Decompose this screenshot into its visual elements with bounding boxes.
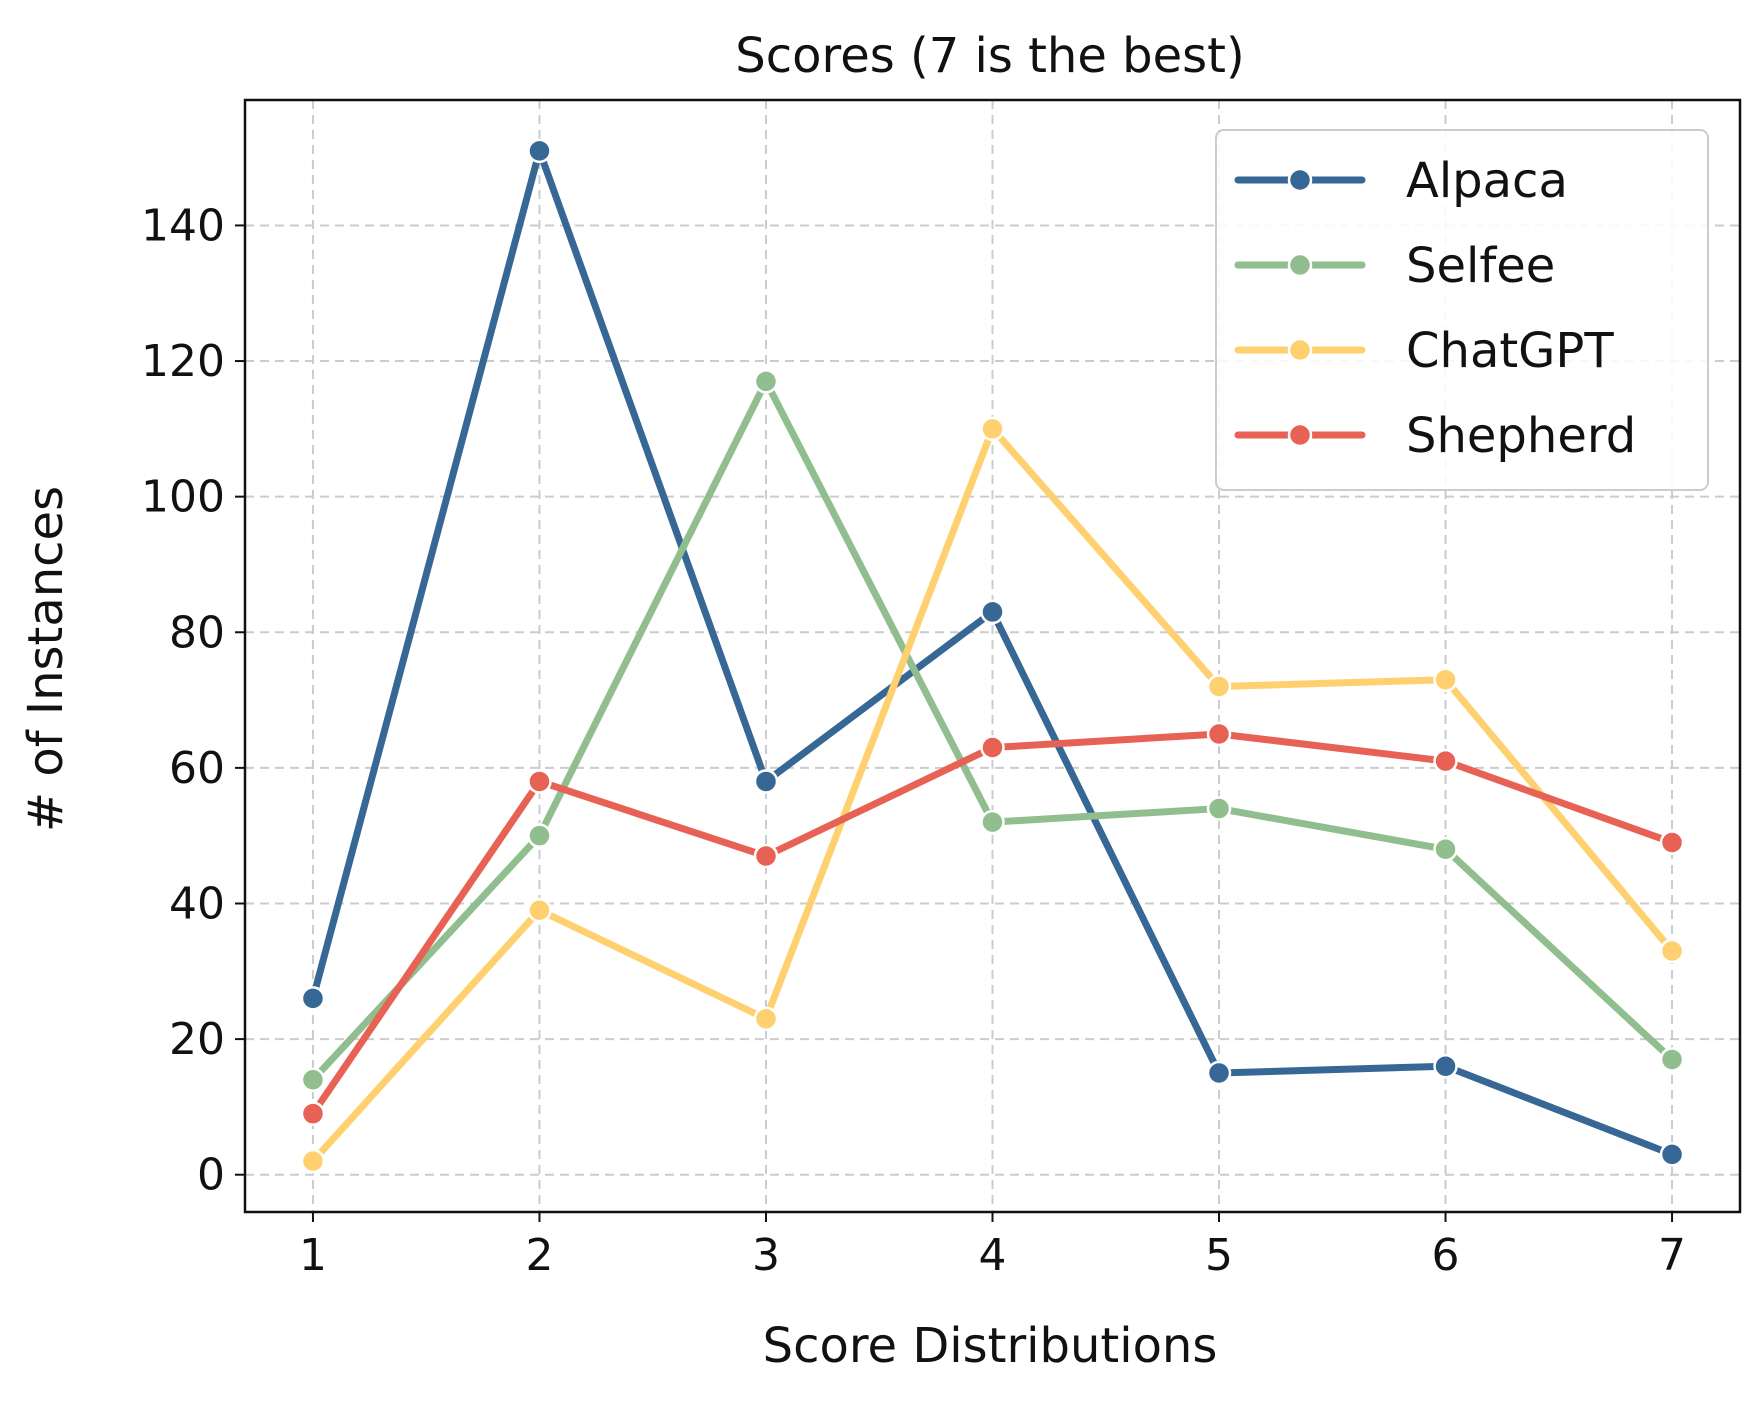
data-point-shepherd xyxy=(300,1101,326,1126)
x-axis-label: Score Distributions xyxy=(763,1318,1218,1374)
legend-marker-chatgpt xyxy=(1287,337,1313,363)
data-point-shepherd xyxy=(527,769,552,794)
data-point-selfee xyxy=(1659,1047,1685,1072)
y-tick-label: 100 xyxy=(141,472,225,523)
series-selfee xyxy=(300,369,1685,1093)
y-axis-label: # of Instances xyxy=(18,486,74,832)
data-point-shepherd xyxy=(980,735,1005,760)
y-axis-ticks: 0 20 40 60 80 100 120 140 xyxy=(141,200,245,1201)
data-point-shepherd xyxy=(1659,830,1685,855)
chart-title: Scores (7 is the best) xyxy=(735,28,1244,84)
data-point-alpaca xyxy=(753,769,779,794)
data-point-selfee xyxy=(980,809,1005,835)
legend-label-selfee: Selfee xyxy=(1406,238,1555,294)
x-tick-label: 3 xyxy=(752,1230,780,1281)
data-point-chatgpt xyxy=(1433,667,1458,692)
legend-marker-alpaca xyxy=(1287,167,1313,193)
legend: Alpaca Selfee ChatGPT Shepherd xyxy=(1215,129,1709,491)
y-tick-label: 40 xyxy=(169,878,225,929)
series-chatgpt xyxy=(300,416,1685,1174)
series-alpaca xyxy=(300,138,1685,1167)
data-point-chatgpt xyxy=(1659,938,1685,964)
series-layer xyxy=(300,138,1685,1174)
y-tick-label: 120 xyxy=(141,336,225,387)
x-tick-label: 2 xyxy=(525,1230,553,1281)
data-point-alpaca xyxy=(1433,1053,1458,1079)
legend-marker-selfee xyxy=(1287,252,1313,278)
y-tick-label: 20 xyxy=(169,1014,225,1065)
data-point-alpaca xyxy=(1659,1142,1685,1167)
data-point-shepherd xyxy=(1433,748,1458,774)
data-point-chatgpt xyxy=(1206,674,1232,699)
grid xyxy=(245,100,1740,1212)
x-axis-ticks: 1 2 3 4 5 6 7 xyxy=(299,1212,1686,1281)
y-tick-label: 80 xyxy=(169,607,225,658)
data-point-alpaca xyxy=(1206,1060,1232,1086)
legend-label-chatgpt: ChatGPT xyxy=(1406,323,1614,379)
data-point-selfee xyxy=(300,1067,326,1093)
data-point-selfee xyxy=(1206,796,1232,821)
y-tick-label: 0 xyxy=(197,1150,225,1201)
y-tick-label: 140 xyxy=(141,200,225,251)
legend-label-shepherd: Shepherd xyxy=(1406,408,1636,464)
data-point-selfee xyxy=(527,823,552,848)
x-tick-label: 6 xyxy=(1432,1230,1460,1281)
data-point-chatgpt xyxy=(300,1148,326,1174)
data-point-chatgpt xyxy=(980,416,1005,442)
data-point-selfee xyxy=(753,369,779,394)
data-point-alpaca xyxy=(300,986,326,1011)
data-point-alpaca xyxy=(980,599,1005,625)
data-point-chatgpt xyxy=(753,1006,779,1032)
data-point-alpaca xyxy=(527,138,552,164)
x-tick-label: 5 xyxy=(1205,1230,1233,1281)
x-tick-label: 7 xyxy=(1658,1230,1686,1281)
x-tick-label: 1 xyxy=(299,1230,327,1281)
y-tick-label: 60 xyxy=(169,743,225,794)
legend-label-alpaca: Alpaca xyxy=(1406,153,1568,209)
legend-box xyxy=(1215,129,1709,491)
data-point-chatgpt xyxy=(527,898,552,923)
data-point-shepherd xyxy=(1206,721,1232,747)
legend-marker-shepherd xyxy=(1287,422,1313,448)
data-point-shepherd xyxy=(753,843,779,869)
series-shepherd xyxy=(300,721,1685,1126)
data-point-selfee xyxy=(1433,836,1458,862)
x-tick-label: 4 xyxy=(979,1230,1007,1281)
